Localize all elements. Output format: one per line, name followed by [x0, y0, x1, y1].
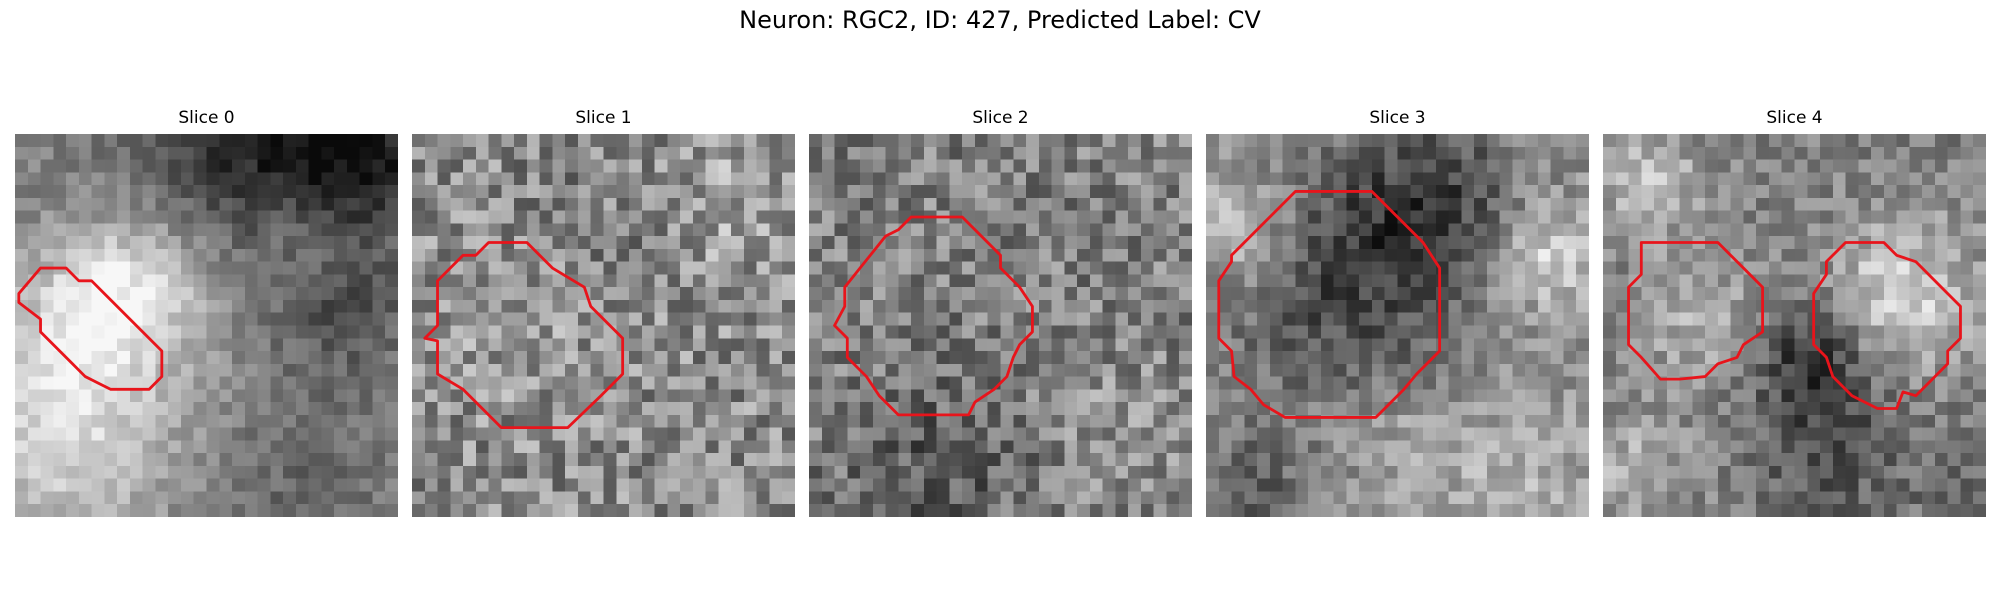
slice-image-3 [1206, 134, 1589, 517]
slice-title-4: Slice 4 [1766, 108, 1823, 128]
roi-contour [1627, 241, 1764, 381]
slice-image-1 [412, 134, 795, 517]
roi-contour [1217, 190, 1442, 419]
roi-contour [17, 266, 164, 391]
slice-image-0 [15, 134, 398, 517]
slice-image-4 [1603, 134, 1986, 517]
figure-title: Neuron: RGC2, ID: 427, Predicted Label: … [739, 6, 1261, 34]
slice-image-2 [809, 134, 1192, 517]
slice-title-0: Slice 0 [178, 108, 235, 128]
slice-title-1: Slice 1 [575, 108, 632, 128]
roi-contour [833, 215, 1034, 417]
slice-title-2: Slice 2 [972, 108, 1029, 128]
slice-title-3: Slice 3 [1369, 108, 1426, 128]
roi-contour [1812, 241, 1962, 410]
roi-contour [423, 241, 625, 430]
